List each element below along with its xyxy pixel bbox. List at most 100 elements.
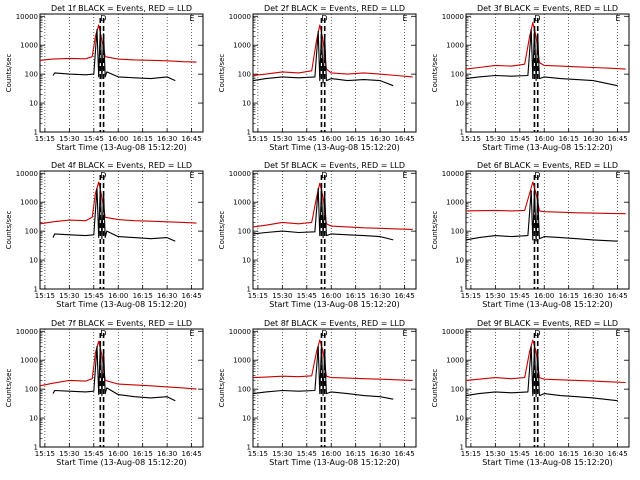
x-tick-label: 15:15 [35,135,55,143]
y-tick-label: 1 [460,286,464,294]
x-tick-label: 15:45 [510,450,530,458]
top-marker: E [189,329,194,338]
top-marker: E [615,14,620,23]
y-axis-label: Counts/sec [218,54,226,93]
top-marker: E [615,329,620,338]
x-tick-label: 15:15 [461,450,481,458]
y-tick-label: 1000 [446,42,464,50]
y-tick-label: 1 [460,444,464,452]
chart-title: Det 1f BLACK = Events, RED = LLD [51,4,192,13]
x-tick-label: 16:30 [370,292,390,300]
x-axis-label: Start Time (13-Aug-08 15:12:20) [269,300,400,309]
series-line-events [52,27,176,82]
y-tick-label: 10 [242,257,251,265]
y-tick-label: 1 [34,129,38,137]
top-marker: D [534,171,540,180]
y-tick-label: 1000 [20,42,38,50]
top-marker: D [321,329,327,338]
y-tick-label: 10000 [16,13,38,21]
x-tick-label: 16:30 [583,450,603,458]
top-marker: E [402,329,407,338]
chart-panel-6: Det 6f BLACK = Events, RED = LLD 15:15 15:… [431,161,630,309]
y-tick-label: 10 [242,100,251,108]
x-tick-label: 16:45 [607,135,627,143]
plot-frame [252,13,417,133]
y-tick-label: 100 [451,228,464,236]
x-tick-label: 16:45 [394,292,414,300]
y-tick-label: 10 [455,415,464,423]
x-tick-label: 16:45 [181,135,201,143]
y-tick-label: 1 [460,129,464,137]
y-axis-label: Counts/sec [218,211,226,250]
chart-title: Det 5f BLACK = Events, RED = LLD [264,161,405,170]
chart-panel-4: Det 4f BLACK = Events, RED = LLD 15:15 15:… [5,161,204,309]
series-line-events [252,185,394,241]
y-tick-label: 1000 [233,42,251,50]
top-marker: D [100,171,106,180]
y-tick-label: 1000 [446,199,464,207]
x-tick-label: 15:30 [59,292,79,300]
y-tick-label: 10000 [16,170,38,178]
top-marker: D [534,14,540,23]
x-axis-label: Start Time (13-Aug-08 15:12:20) [269,143,400,152]
x-tick-label: 16:00 [321,292,341,300]
y-axis-label: Counts/sec [431,211,439,250]
series-line-lld [465,22,626,70]
chart-panel-2: Det 2f BLACK = Events, RED = LLD 15:15 15:… [218,4,417,152]
y-tick-label: 1 [247,129,251,137]
chart-title: Det 7f BLACK = Events, RED = LLD [51,319,192,328]
y-axis-label: Counts/sec [218,369,226,408]
top-marker: E [402,14,407,23]
y-tick-label: 100 [238,386,251,394]
x-tick-label: 16:00 [321,450,341,458]
x-tick-label: 15:45 [84,450,104,458]
y-tick-label: 100 [238,71,251,79]
x-tick-label: 16:15 [346,135,366,143]
chart-panel-9: Det 9f BLACK = Events, RED = LLD 15:15 15:… [431,319,630,467]
x-tick-label: 16:45 [181,450,201,458]
plot-frame [39,13,204,133]
plot-frame [465,13,630,133]
series-line-events [465,27,618,87]
series-line-lld [465,181,626,215]
top-marker: D [321,171,327,180]
x-tick-label: 15:30 [485,135,505,143]
x-tick-label: 16:15 [133,292,153,300]
x-tick-label: 15:30 [485,292,505,300]
x-axis-label: Start Time (13-Aug-08 15:12:20) [482,300,613,309]
y-tick-label: 1000 [233,199,251,207]
series-line-lld [252,182,413,230]
y-tick-label: 100 [25,71,38,79]
top-marker: E [402,171,407,180]
x-tick-label: 16:30 [157,292,177,300]
y-tick-label: 1000 [20,199,38,207]
y-tick-label: 100 [451,386,464,394]
y-tick-label: 1 [247,286,251,294]
x-tick-label: 15:15 [35,450,55,458]
x-tick-label: 15:30 [59,135,79,143]
chart-panel-8: Det 8f BLACK = Events, RED = LLD 15:15 15:… [218,319,417,467]
series-line-events [252,28,394,87]
y-tick-label: 10000 [229,170,251,178]
y-tick-label: 1 [34,286,38,294]
top-marker: E [189,14,194,23]
x-tick-label: 16:00 [108,450,128,458]
x-tick-label: 15:45 [297,450,317,458]
y-tick-label: 10000 [442,170,464,178]
x-tick-label: 16:45 [394,450,414,458]
series-line-events [52,343,176,402]
y-tick-label: 10000 [16,328,38,336]
series-line-lld [465,339,626,384]
series-line-events [52,185,176,242]
y-axis-label: Counts/sec [5,54,13,93]
series-line-lld [39,24,197,63]
x-tick-label: 16:15 [346,292,366,300]
x-tick-label: 15:45 [84,292,104,300]
y-tick-label: 100 [25,228,38,236]
top-marker: E [189,171,194,180]
y-axis-label: Counts/sec [5,369,13,408]
x-tick-label: 16:15 [346,450,366,458]
y-tick-label: 10 [455,257,464,265]
x-tick-label: 16:30 [157,450,177,458]
series-line-events [252,343,394,400]
